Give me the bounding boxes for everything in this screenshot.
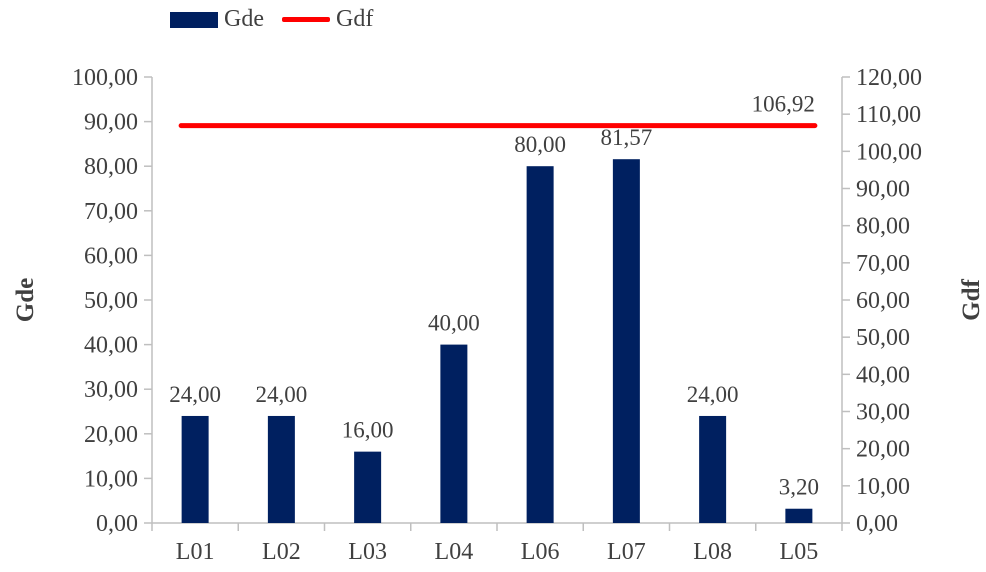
- y-tick-label-right: 30,00: [856, 400, 910, 426]
- y-tick-label-left: 0,00: [96, 511, 138, 537]
- data-label-gde: 3,20: [779, 475, 819, 500]
- x-tick-label: L05: [780, 539, 819, 565]
- bar-gde: [181, 415, 209, 523]
- bar-gde: [267, 415, 295, 523]
- y-tick-label-right: 120,00: [856, 65, 922, 91]
- x-tick-label: L01: [176, 539, 215, 565]
- x-tick-label: L07: [607, 539, 646, 565]
- bar-gde: [785, 508, 813, 523]
- data-label-gde: 16,00: [342, 418, 394, 443]
- y-tick-label-right: 50,00: [856, 325, 910, 351]
- data-label-gde: 24,00: [256, 382, 308, 407]
- y-tick-label-right: 90,00: [856, 177, 910, 203]
- y-tick-label-right: 100,00: [856, 139, 922, 165]
- data-label-gde: 40,00: [428, 311, 480, 336]
- y-tick-label-right: 10,00: [856, 474, 910, 500]
- x-tick-label: L04: [435, 539, 474, 565]
- y-tick-label-right: 60,00: [856, 288, 910, 314]
- y-tick-label-left: 100,00: [72, 65, 138, 91]
- legend: Gde Gdf: [170, 6, 373, 33]
- legend-label-gdf: Gdf: [335, 6, 374, 32]
- y-tick-label-right: 80,00: [856, 214, 910, 240]
- bar-gde: [699, 415, 727, 523]
- bar-gde: [526, 166, 554, 523]
- y-tick-label-left: 90,00: [84, 110, 138, 136]
- y-tick-label-left: 70,00: [84, 199, 138, 225]
- legend-item-gdf: Gdf: [281, 6, 374, 33]
- bar-gde: [354, 451, 382, 523]
- y-axis-title-left: Gde: [12, 278, 39, 322]
- y-tick-label-left: 60,00: [84, 243, 138, 269]
- y-tick-label-left: 40,00: [84, 333, 138, 359]
- y-tick-label-left: 30,00: [84, 377, 138, 403]
- x-tick-label: L02: [262, 539, 301, 565]
- legend-label-gde: Gde: [224, 6, 264, 32]
- x-tick-label: L03: [348, 539, 387, 565]
- y-tick-label-right: 40,00: [856, 362, 910, 388]
- y-tick-label-left: 20,00: [84, 422, 138, 448]
- y-tick-label-left: 10,00: [84, 466, 138, 492]
- data-label-gde: 24,00: [169, 382, 221, 407]
- x-tick-label: L06: [521, 539, 560, 565]
- x-tick-label: L08: [693, 539, 732, 565]
- legend-swatch-gdf: [281, 17, 330, 22]
- y-tick-label-left: 80,00: [84, 154, 138, 180]
- legend-swatch-gde: [170, 11, 218, 28]
- y-tick-label-right: 0,00: [856, 511, 898, 537]
- y-tick-label-right: 70,00: [856, 251, 910, 277]
- y-axis-title-right: Gdf: [958, 278, 985, 320]
- y-tick-label-left: 50,00: [84, 288, 138, 314]
- bar-gde: [612, 159, 640, 523]
- bar-gde: [440, 344, 468, 523]
- data-label-gde: 80,00: [514, 132, 566, 157]
- data-label-gde: 24,00: [687, 382, 739, 407]
- legend-item-gde: Gde: [170, 6, 264, 33]
- data-label-gdf: 106,92: [752, 92, 815, 117]
- y-tick-label-right: 110,00: [856, 102, 921, 128]
- y-tick-label-right: 20,00: [856, 437, 910, 463]
- data-label-gde: 81,57: [601, 125, 653, 150]
